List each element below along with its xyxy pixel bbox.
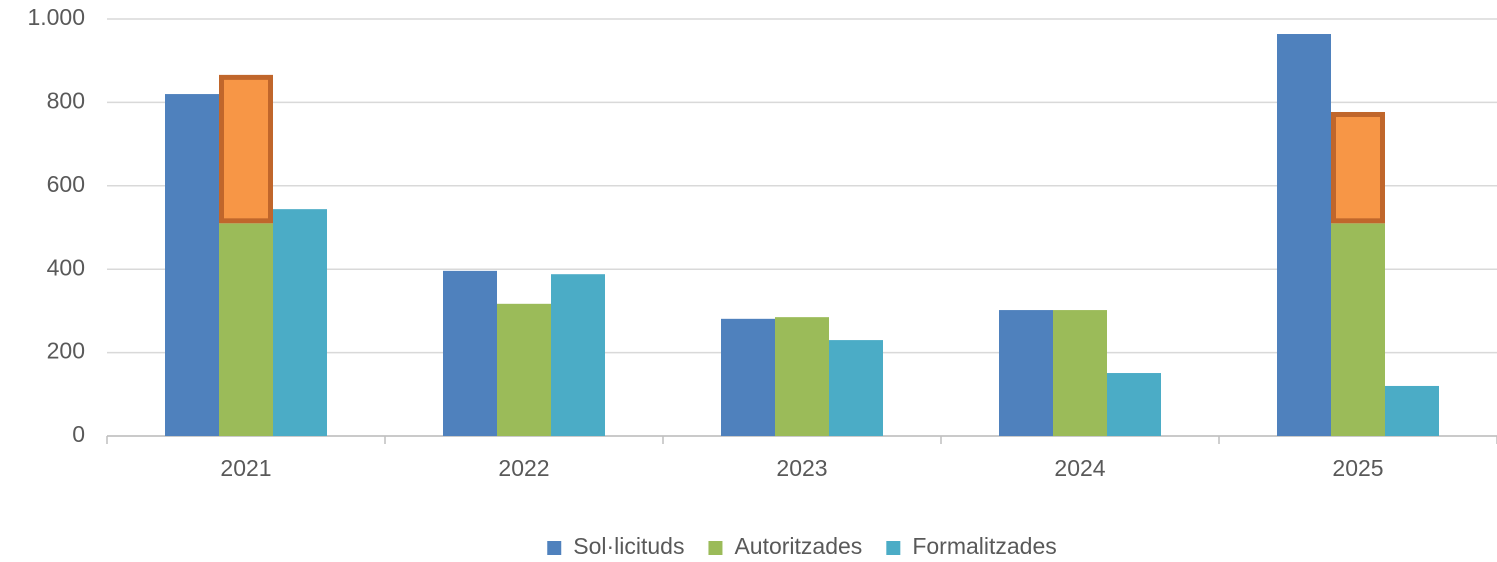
x-tick-label: 2022 <box>498 455 549 481</box>
bar <box>829 340 883 436</box>
legend-label: Sol·licituds <box>573 533 684 559</box>
y-tick-label: 200 <box>47 338 85 364</box>
y-tick-label: 600 <box>47 171 85 197</box>
bar <box>1385 385 1439 436</box>
x-tick-label: 2024 <box>1054 455 1105 481</box>
legend-swatch <box>547 541 562 555</box>
x-tick-label: 2021 <box>220 455 271 481</box>
bar <box>443 270 497 436</box>
bar <box>165 94 219 436</box>
legend-swatch <box>708 541 723 555</box>
x-tick-label: 2025 <box>1332 455 1383 481</box>
highlight-bar <box>1331 111 1385 224</box>
highlight-bar <box>219 74 273 224</box>
x-tick-label: 2023 <box>776 455 827 481</box>
bar <box>497 303 551 436</box>
y-tick-label: 400 <box>47 254 85 280</box>
y-tick-label: 1.000 <box>27 4 85 30</box>
bar <box>1053 310 1107 436</box>
bar <box>721 318 775 436</box>
bar <box>551 274 605 436</box>
y-tick-label: 800 <box>47 87 85 113</box>
bar <box>273 209 327 436</box>
y-tick-label: 0 <box>72 421 85 447</box>
bar <box>999 310 1053 436</box>
bar <box>775 317 829 436</box>
legend-label: Autoritzades <box>734 533 862 559</box>
bar <box>219 223 273 436</box>
bar <box>1107 373 1161 436</box>
legend-swatch <box>886 541 901 555</box>
bar <box>1331 223 1385 436</box>
bar <box>1277 34 1331 437</box>
legend-label: Formalitzades <box>912 533 1056 559</box>
